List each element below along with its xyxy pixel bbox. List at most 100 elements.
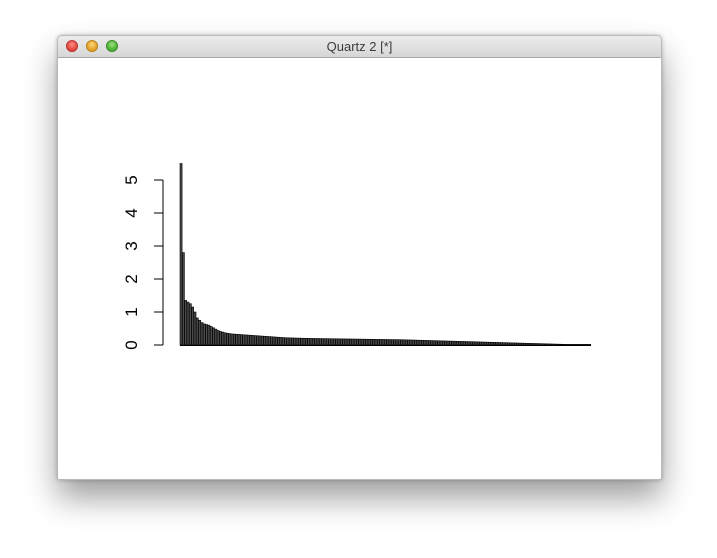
- bar: [490, 341, 494, 346]
- bar: [233, 333, 236, 346]
- y-tick-label: 2: [122, 274, 141, 283]
- bar: [465, 341, 468, 346]
- bar: [565, 344, 568, 346]
- title-bar[interactable]: Quartz 2 [*]: [58, 36, 661, 58]
- bar: [428, 340, 431, 346]
- bar: [212, 327, 215, 346]
- zoom-window-button[interactable]: [106, 40, 118, 52]
- bar: [553, 343, 557, 346]
- bar: [279, 337, 283, 346]
- bar: [330, 338, 334, 346]
- bar: [562, 344, 566, 346]
- bar: [560, 343, 564, 346]
- bar: [384, 339, 387, 346]
- bar: [525, 342, 529, 346]
- bar: [460, 341, 464, 346]
- bar: [488, 341, 492, 346]
- bar: [182, 252, 185, 346]
- bar: [469, 341, 473, 346]
- bar: [179, 163, 183, 346]
- bar: [356, 338, 359, 346]
- bar: [195, 317, 199, 346]
- y-tick-label: 1: [122, 307, 141, 316]
- bar: [572, 344, 575, 346]
- bar: [414, 339, 417, 346]
- bar: [502, 342, 506, 346]
- bar: [548, 343, 552, 346]
- bar: [309, 338, 313, 346]
- bar: [474, 341, 478, 346]
- bar: [574, 344, 578, 346]
- bar: [528, 343, 531, 346]
- bar: [184, 300, 188, 346]
- bar: [423, 340, 427, 346]
- bar: [288, 337, 292, 346]
- bar: [319, 338, 322, 346]
- bar: [323, 338, 327, 346]
- bar: [305, 338, 308, 346]
- bar: [518, 342, 522, 346]
- bar: [523, 342, 527, 346]
- bar: [391, 339, 394, 346]
- bar: [300, 337, 304, 346]
- bar: [497, 342, 501, 346]
- bar: [216, 330, 220, 346]
- bar: [530, 343, 534, 346]
- bar: [335, 338, 338, 346]
- bar: [321, 338, 325, 346]
- bar: [221, 331, 225, 346]
- bar: [265, 336, 269, 346]
- y-axis: 0 1 2 3 4 5: [122, 175, 164, 350]
- bar: [395, 339, 399, 346]
- close-window-button[interactable]: [66, 40, 78, 52]
- bar: [374, 339, 378, 346]
- bar: [312, 338, 315, 346]
- bar: [207, 324, 211, 346]
- y-tick-label: 0: [122, 340, 141, 349]
- bar: [504, 342, 508, 346]
- bar-series: [179, 163, 592, 346]
- bar: [240, 334, 243, 346]
- bar: [274, 336, 278, 346]
- bar: [342, 338, 345, 346]
- bar: [291, 337, 294, 346]
- bar: [237, 334, 241, 346]
- bar: [307, 338, 311, 346]
- bar: [472, 341, 475, 346]
- bar: [579, 344, 582, 346]
- bar: [483, 341, 487, 346]
- bar: [481, 341, 485, 346]
- bar: [393, 339, 397, 346]
- bar: [397, 339, 401, 346]
- bar: [509, 342, 513, 346]
- bar: [360, 338, 364, 346]
- bar: [446, 340, 450, 346]
- bar: [386, 339, 390, 346]
- bar: [351, 338, 355, 346]
- bar: [516, 342, 520, 346]
- bar: [430, 340, 434, 346]
- bar: [507, 342, 510, 346]
- bar: [256, 335, 260, 346]
- bar: [205, 324, 208, 346]
- bar: [367, 338, 371, 346]
- minimize-window-button[interactable]: [86, 40, 98, 52]
- bar: [451, 340, 455, 346]
- bar: [537, 343, 540, 346]
- bar: [293, 337, 297, 346]
- quartz-window: Quartz 2 [*] 0 1 2 3 4 5: [57, 35, 662, 480]
- bar: [363, 338, 366, 346]
- bar: [353, 338, 357, 346]
- bar: [244, 334, 248, 346]
- bar: [500, 342, 503, 346]
- bar: [467, 341, 471, 346]
- bar: [495, 342, 499, 346]
- bar: [286, 337, 290, 346]
- bar: [555, 343, 559, 346]
- bar: [295, 337, 299, 346]
- bar: [263, 335, 266, 346]
- bar: [365, 338, 369, 346]
- bar: [435, 340, 438, 346]
- bar: [191, 306, 195, 346]
- bar: [493, 342, 496, 346]
